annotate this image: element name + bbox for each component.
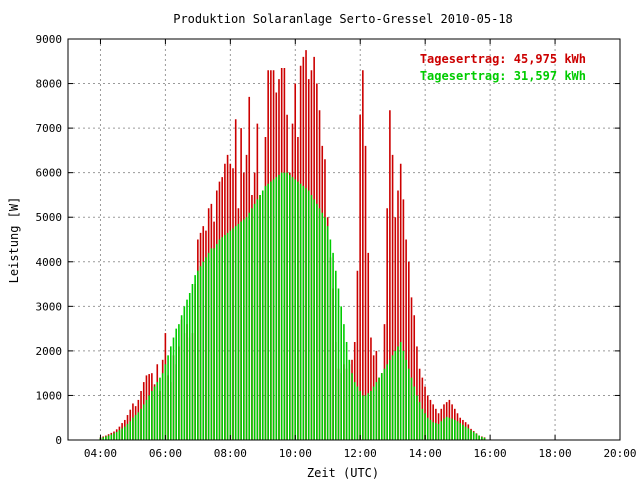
x-tick-label: 04:00 <box>84 447 117 460</box>
y-tick-label: 4000 <box>36 256 63 269</box>
y-tick-label: 5000 <box>36 211 63 224</box>
y-tick-label: 3000 <box>36 300 63 313</box>
x-tick-label: 14:00 <box>409 447 442 460</box>
series-green-bars <box>99 172 486 440</box>
legend: Tagesertrag: 45,975 kWh Tagesertrag: 31,5… <box>420 52 586 83</box>
y-tick-label: 0 <box>55 434 62 447</box>
x-tick-label: 06:00 <box>149 447 182 460</box>
legend-entry: Tagesertrag: 31,597 kWh <box>420 69 586 83</box>
y-tick-label: 7000 <box>36 122 63 135</box>
x-axis-label: Zeit (UTC) <box>307 466 379 480</box>
x-tick-label: 10:00 <box>279 447 312 460</box>
y-axis-label: Leistung [W] <box>7 197 21 284</box>
chart-title: Produktion Solaranlage Serto-Gressel 201… <box>173 12 513 26</box>
y-tick-label: 1000 <box>36 389 63 402</box>
y-tick-label: 8000 <box>36 78 63 91</box>
legend-entry: Tagesertrag: 45,975 kWh <box>420 52 586 66</box>
x-tick-label: 12:00 <box>344 447 377 460</box>
axes: 0 1000 2000 3000 4000 5000 6000 7000 8000 9000 04:… <box>36 33 637 460</box>
y-tick-label: 2000 <box>36 345 63 358</box>
x-tick-label: 08:00 <box>214 447 247 460</box>
x-tick-label: 20:00 <box>603 447 636 460</box>
x-tick-label: 16:00 <box>474 447 507 460</box>
y-tick-label: 9000 <box>36 33 63 46</box>
x-tick-label: 18:00 <box>538 447 571 460</box>
plot-frame <box>67 38 621 441</box>
y-tick-label: 6000 <box>36 167 63 180</box>
